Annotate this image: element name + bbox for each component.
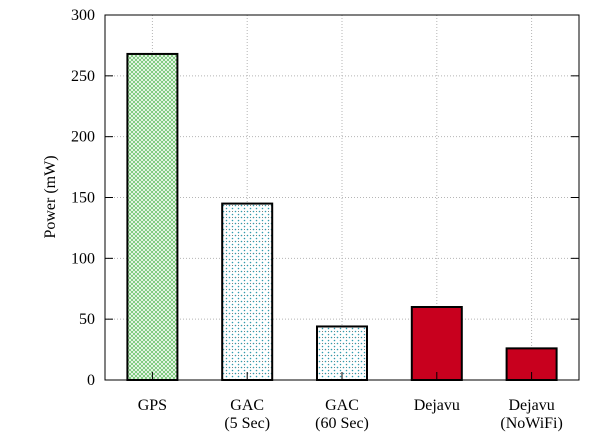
bar-2 [316, 325, 368, 382]
bar-1 [221, 202, 274, 381]
y-tick-label: 300 [71, 7, 95, 24]
bar-3 [410, 306, 463, 381]
x-tick-label: GPS [138, 397, 167, 414]
y-tick-label: 50 [79, 311, 95, 328]
bar-0 [126, 52, 179, 382]
bars [126, 52, 558, 382]
x-tick-label: (5 Sec) [224, 415, 270, 432]
y-tick-label: 250 [71, 68, 95, 85]
x-tick-label: (60 Sec) [315, 415, 369, 432]
x-axis-ticks: GPS GAC(5 Sec)GAC(60 Sec)Dejavu Dejavu(NoW… [138, 372, 563, 432]
x-tick-label: (NoWiFi) [500, 415, 562, 432]
x-tick-label: GAC [230, 397, 264, 414]
y-tick-label: 200 [71, 129, 95, 146]
y-tick-label: 150 [71, 190, 95, 207]
x-tick-label: GAC [325, 397, 359, 414]
y-tick-label: 100 [71, 250, 95, 267]
x-tick-label: Dejavu [414, 397, 460, 414]
y-tick-label: 0 [87, 372, 95, 389]
x-tick-label: Dejavu [508, 397, 554, 414]
y-axis-ticks: 0 50 100 150 200 250 300 [71, 7, 579, 389]
y-axis-label: Power (mW) [42, 155, 59, 238]
